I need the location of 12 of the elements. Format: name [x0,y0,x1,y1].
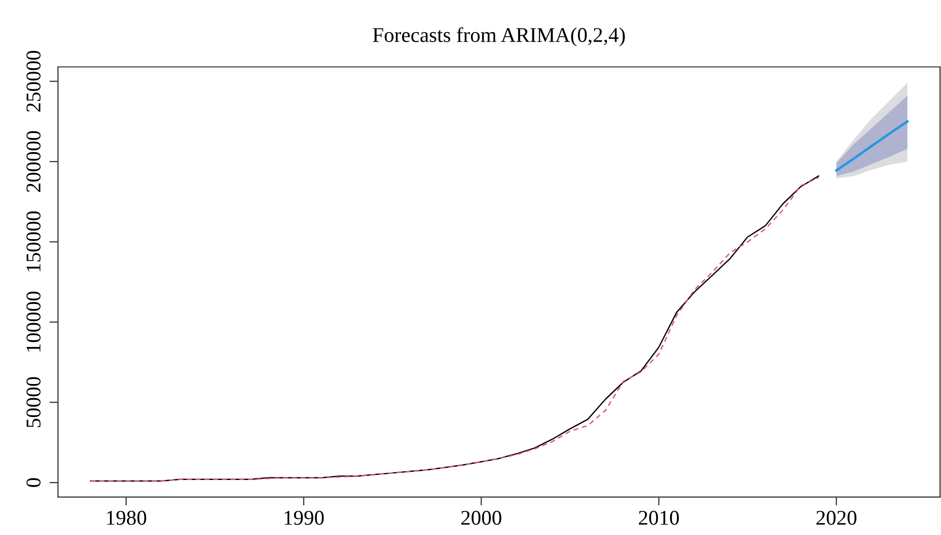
x-tick-label: 1980 [107,510,146,525]
y-tick-label: 200000 [26,131,41,192]
x-tick-label: 2010 [638,510,679,525]
x-tick-label: 2000 [461,510,502,525]
y-tick-label: 50000 [26,377,41,428]
y-tick-label: 0 [26,478,41,487]
x-tick-label: 1990 [284,510,324,525]
y-tick-label: 250000 [26,50,41,112]
chart-title: Forecasts from ARIMA(0,2,4) [372,27,625,46]
x-tick-label: 2020 [816,510,856,525]
y-tick-label: 150000 [26,211,41,272]
y-tick-label: 100000 [26,292,41,352]
